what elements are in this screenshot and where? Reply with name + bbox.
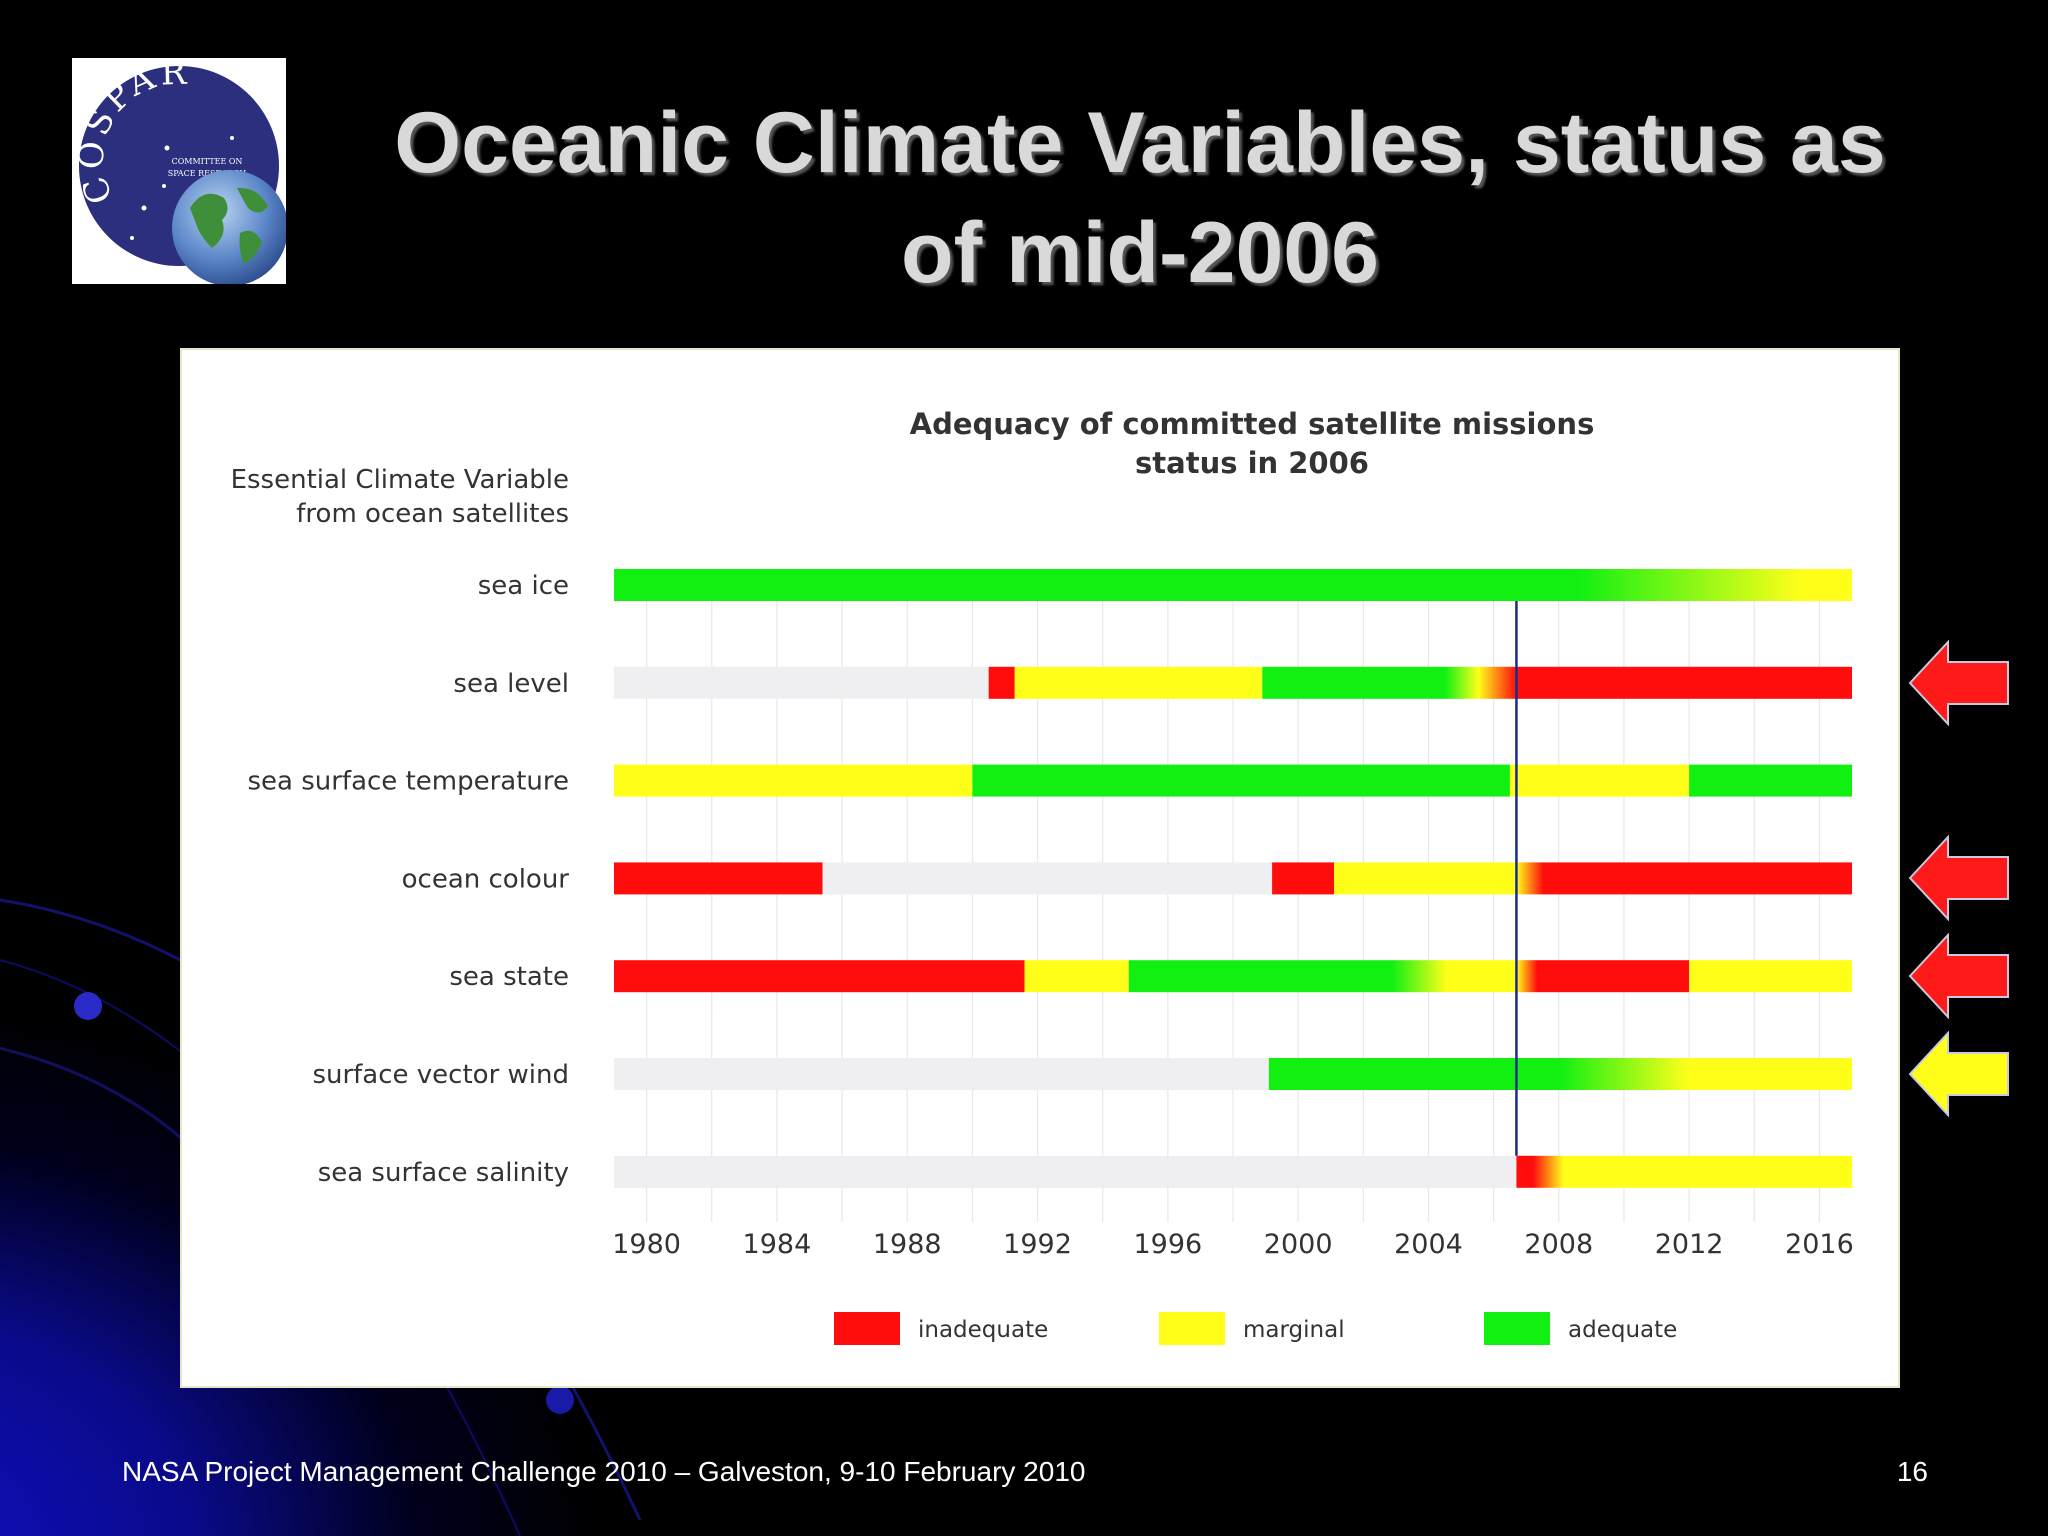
bar-segment [614,569,1852,601]
bar-segment [614,960,1025,993]
row-label: sea surface salinity [318,1158,569,1188]
x-tick-label: 1984 [743,1229,812,1260]
bar-segment [1268,1058,1852,1090]
legend-label-adequate: adequate [1568,1317,1677,1343]
bars [614,569,1852,1188]
bar-segment [614,862,823,895]
bar-segment [1689,764,1852,797]
x-tick-label: 2000 [1264,1229,1333,1260]
legend: inadequate marginal adequate [834,1312,1677,1345]
bar-segment [1014,666,1263,699]
row-labels: sea ice sea level sea surface temperature o… [247,571,569,1188]
x-tick-label: 1992 [1003,1229,1072,1260]
bar-segment [614,1058,1269,1090]
y-axis-title-line1: Essential Climate Variable [231,465,569,495]
x-tick-label: 2004 [1394,1229,1463,1260]
page-number: 16 [1896,1456,1928,1487]
bar-segment [988,666,1015,699]
logo-subtext-2: SPACE RESEARCH [168,169,247,178]
x-tick-label: 2008 [1524,1229,1593,1260]
arrow-surface-vector-wind [1908,1031,2009,1117]
row-label: surface vector wind [312,1060,569,1090]
bar-segment [1509,764,1690,797]
bar-segment [614,666,989,699]
bar-segment [1024,960,1129,993]
row-label: sea state [449,962,569,992]
legend-swatch-adequate [1484,1312,1550,1345]
legend-label-inadequate: inadequate [918,1317,1048,1343]
row-label: sea ice [478,571,569,601]
bar-segment [1516,862,1852,895]
chart-panel: Adequacy of committed satellite missions… [180,348,1900,1388]
arrow-sea-state [1908,933,2009,1020]
bar-segment [1516,960,1690,993]
bar-segment [1516,666,1852,699]
bar-segment [822,862,1273,895]
legend-swatch-marginal [1159,1312,1225,1345]
bar-segment [614,1155,1517,1188]
arrow-sea-level [1908,639,2009,726]
legend-label-marginal: marginal [1243,1317,1345,1343]
row-label: sea level [453,669,569,699]
chart-title-line2: status in 2006 [1135,446,1369,480]
bar-segment [1333,862,1517,895]
slide-title: Oceanic Climate Variables, status as of … [394,95,1886,301]
bar-segment [1689,960,1852,993]
row-label: ocean colour [402,864,570,894]
y-axis-title-line2: from ocean satellites [296,499,569,529]
bar-segment [1262,666,1517,699]
x-tick-labels: 1980 1984 1988 1992 1996 2000 2004 2008 2012 2016 [612,1229,1854,1260]
bar-segment [1272,862,1334,895]
chart: Adequacy of committed satellite missions… [231,407,1854,1345]
footer-text: NASA Project Management Challenge 2010 –… [122,1456,1086,1487]
bar-segment [1516,1155,1852,1188]
chart-title-line1: Adequacy of committed satellite missions [910,407,1595,441]
cospar-logo: COSPAR COMMITTEE ON SPACE RESEARCH [72,58,286,284]
x-tick-label: 1980 [612,1229,681,1260]
logo-subtext-1: COMMITTEE ON [172,157,243,166]
bar-segment [972,764,1510,797]
x-tick-label: 1988 [873,1229,942,1260]
x-tick-label: 2012 [1655,1229,1724,1260]
bar-segment [1128,960,1517,993]
x-tick-label: 1996 [1133,1229,1202,1260]
legend-swatch-inadequate [834,1312,900,1345]
arrow-ocean-colour [1908,835,2009,922]
bar-segment [614,764,973,797]
x-tick-label: 2016 [1785,1229,1854,1260]
row-label: sea surface temperature [247,767,569,797]
